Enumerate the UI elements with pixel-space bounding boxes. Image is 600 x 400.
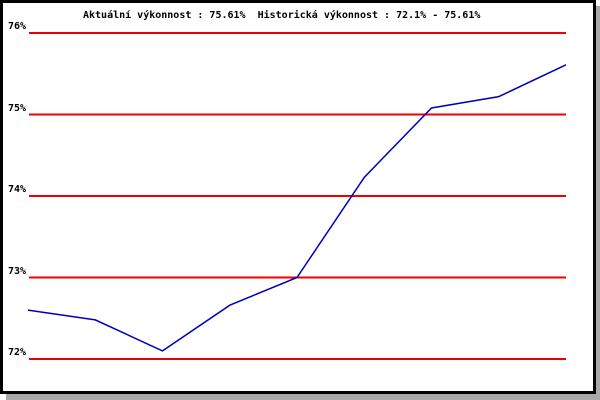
y-tick-label: 76% bbox=[8, 21, 27, 32]
y-tick-label: 73% bbox=[8, 265, 27, 277]
y-tick-label: 75% bbox=[8, 102, 27, 114]
chart-title: Aktuální výkonnost : 75.61% Historická v… bbox=[83, 10, 481, 21]
y-tick-label: 72% bbox=[8, 347, 27, 358]
y-tick-label: 74% bbox=[8, 184, 27, 195]
performance-line bbox=[27, 64, 567, 352]
